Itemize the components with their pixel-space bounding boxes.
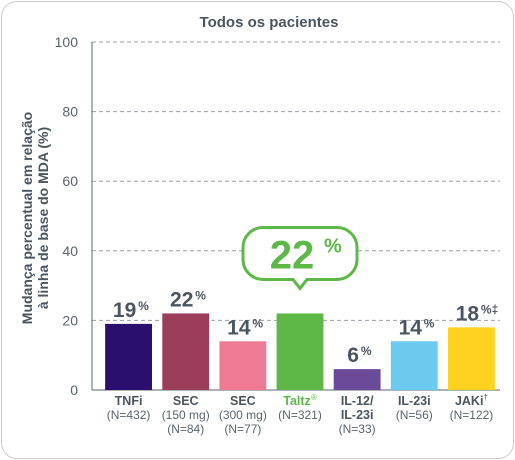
category-labels: TNFi(N=432)SEC(150 mg)(N=84)SEC(300 mg)(…: [107, 393, 494, 436]
y-tick-label: 0: [70, 382, 78, 398]
data-label: 6: [347, 344, 359, 367]
x-tick-label: SEC: [173, 394, 199, 408]
data-label-unit: %: [252, 316, 263, 330]
data-label-unit: %: [138, 299, 149, 313]
data-label: 19: [113, 299, 136, 322]
taltz-callout: 22%: [241, 225, 359, 291]
y-axis-title-line-2: à linha de base do MDA (%): [35, 127, 51, 309]
data-label: 14: [399, 316, 423, 339]
x-tick-sublabel: (N=77): [224, 422, 261, 436]
data-label-unit: %‡: [481, 302, 498, 316]
x-tick-label: JAKi†: [455, 393, 488, 408]
callout-value: 22: [270, 233, 315, 277]
x-tick-label: Taltz®: [283, 393, 317, 408]
y-tick-label: 100: [55, 34, 79, 50]
data-label-unit: %: [424, 316, 435, 330]
x-tick-label: IL-12/: [341, 394, 374, 408]
x-tick-sublabel: (N=84): [167, 422, 204, 436]
x-tick-sublabel: (N=122): [450, 408, 494, 422]
x-tick-sublabel: (N=432): [107, 408, 151, 422]
callout-bubble: [241, 225, 359, 291]
bar: [219, 341, 267, 390]
x-tick-label: TNFi: [115, 394, 143, 408]
x-tick-label-line-2: IL-23i: [341, 408, 374, 422]
x-tick-label: SEC: [230, 394, 256, 408]
x-tick-label: IL-23i: [398, 394, 431, 408]
bar: [162, 313, 210, 390]
data-label-unit: %: [195, 288, 206, 302]
data-label: 18: [456, 302, 480, 325]
y-tick-label: 60: [62, 173, 78, 189]
bars: [105, 313, 495, 390]
bar: [448, 327, 495, 390]
data-label-unit: %: [361, 344, 372, 358]
y-tick-label: 80: [62, 104, 78, 120]
data-label: 22: [170, 288, 193, 311]
y-tick-label: 20: [62, 312, 78, 328]
data-label: 14: [227, 316, 251, 339]
bar: [105, 323, 152, 390]
y-axis-title-line-1: Mudança percentual em relação: [19, 112, 35, 324]
value-labels: 19% 22 %14 %6 %14% 18 %‡: [113, 288, 498, 367]
x-tick-sublabel: (300 mg): [219, 408, 267, 422]
bar: [390, 341, 438, 390]
x-tick-sublabel: (N=33): [339, 422, 376, 436]
bar: [333, 369, 381, 390]
callout-unit: %: [324, 235, 342, 257]
x-tick-sublabel: (N=56): [396, 408, 433, 422]
bar: [276, 313, 324, 390]
x-tick-sublabel: (150 mg): [162, 408, 210, 422]
x-tick-sublabel: (N=321): [278, 408, 322, 422]
chart-title: Todos os pacientes: [200, 14, 339, 31]
y-tick-label: 40: [62, 243, 78, 259]
y-axis-title: Mudança percentual em relação à linha de…: [19, 112, 51, 324]
